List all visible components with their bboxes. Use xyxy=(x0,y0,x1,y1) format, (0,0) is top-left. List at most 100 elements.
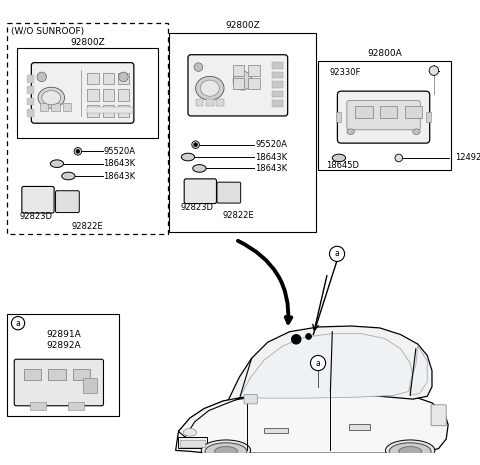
Text: 92800Z: 92800Z xyxy=(225,20,260,30)
Ellipse shape xyxy=(201,440,251,461)
Bar xyxy=(26,75,34,83)
FancyBboxPatch shape xyxy=(22,186,54,213)
Bar xyxy=(17,48,157,138)
Bar xyxy=(68,402,84,410)
Bar xyxy=(103,106,114,117)
Ellipse shape xyxy=(193,165,206,172)
Text: 18643K: 18643K xyxy=(255,153,288,161)
Text: (W/O SUNROOF): (W/O SUNROOF) xyxy=(12,27,84,36)
Bar xyxy=(272,72,283,79)
Circle shape xyxy=(429,66,439,75)
Bar xyxy=(103,73,114,85)
FancyBboxPatch shape xyxy=(56,191,79,213)
Bar xyxy=(26,98,34,106)
Circle shape xyxy=(76,149,80,153)
Bar xyxy=(355,106,372,118)
Bar xyxy=(51,103,60,111)
Text: 92822E: 92822E xyxy=(72,222,103,231)
Polygon shape xyxy=(179,396,247,437)
Ellipse shape xyxy=(215,446,237,456)
FancyBboxPatch shape xyxy=(337,91,430,143)
Bar xyxy=(179,437,207,448)
Bar xyxy=(63,103,71,111)
Bar xyxy=(195,99,203,106)
Text: 95520A: 95520A xyxy=(104,147,135,156)
Ellipse shape xyxy=(205,443,247,460)
Bar xyxy=(180,440,205,446)
Bar xyxy=(272,62,283,69)
Bar xyxy=(83,378,97,393)
Ellipse shape xyxy=(37,72,47,82)
Bar xyxy=(272,91,283,98)
Text: 18645D: 18645D xyxy=(325,161,359,170)
Circle shape xyxy=(306,333,312,339)
Ellipse shape xyxy=(62,172,75,180)
Text: a: a xyxy=(316,359,321,367)
Bar xyxy=(248,79,260,89)
Circle shape xyxy=(194,143,197,146)
Bar xyxy=(87,89,99,100)
Ellipse shape xyxy=(200,80,219,96)
Ellipse shape xyxy=(385,440,435,461)
Circle shape xyxy=(12,317,24,330)
Ellipse shape xyxy=(195,76,224,100)
Text: 92800A: 92800A xyxy=(367,49,402,58)
Bar xyxy=(30,402,46,410)
Polygon shape xyxy=(228,326,432,401)
Bar xyxy=(7,23,168,234)
Text: 18643K: 18643K xyxy=(104,159,136,168)
Bar xyxy=(336,113,341,122)
Polygon shape xyxy=(240,333,413,398)
Ellipse shape xyxy=(413,129,420,134)
Polygon shape xyxy=(410,346,427,395)
Bar xyxy=(405,106,422,118)
Ellipse shape xyxy=(389,443,431,460)
Circle shape xyxy=(329,246,345,261)
FancyBboxPatch shape xyxy=(31,63,134,123)
Bar xyxy=(272,100,283,107)
Ellipse shape xyxy=(38,87,65,108)
FancyBboxPatch shape xyxy=(14,359,104,406)
Text: 92330F: 92330F xyxy=(329,68,361,77)
FancyBboxPatch shape xyxy=(217,182,240,203)
Bar xyxy=(318,61,451,170)
Text: a: a xyxy=(335,249,339,259)
Circle shape xyxy=(291,334,301,344)
Ellipse shape xyxy=(194,63,203,71)
Text: a: a xyxy=(16,319,21,328)
Text: 95520A: 95520A xyxy=(255,140,288,149)
Bar xyxy=(272,81,283,88)
Circle shape xyxy=(192,141,199,148)
Text: 92823D: 92823D xyxy=(20,213,53,221)
Text: 12492: 12492 xyxy=(455,153,480,162)
Ellipse shape xyxy=(399,446,421,456)
Bar xyxy=(380,106,397,118)
Bar xyxy=(233,65,244,76)
Ellipse shape xyxy=(332,154,346,162)
Text: 92891A: 92891A xyxy=(47,330,81,339)
Bar xyxy=(216,99,224,106)
Text: 18643K: 18643K xyxy=(104,172,136,180)
Ellipse shape xyxy=(181,153,194,161)
Ellipse shape xyxy=(233,71,252,90)
Bar xyxy=(26,86,34,94)
Polygon shape xyxy=(176,390,448,453)
Ellipse shape xyxy=(50,160,64,167)
Bar xyxy=(233,79,244,89)
Bar xyxy=(73,369,90,380)
Bar xyxy=(87,106,99,117)
Bar xyxy=(349,424,370,430)
Bar xyxy=(87,73,99,85)
Bar xyxy=(426,113,431,122)
Bar xyxy=(118,89,129,100)
Text: 92892A: 92892A xyxy=(47,341,81,351)
Circle shape xyxy=(395,154,403,162)
FancyBboxPatch shape xyxy=(347,100,420,130)
Ellipse shape xyxy=(347,129,355,134)
Bar xyxy=(264,428,288,433)
Circle shape xyxy=(74,147,82,155)
Bar xyxy=(118,73,129,85)
Bar xyxy=(26,109,34,117)
Text: 92800Z: 92800Z xyxy=(70,38,105,46)
FancyBboxPatch shape xyxy=(431,405,446,425)
